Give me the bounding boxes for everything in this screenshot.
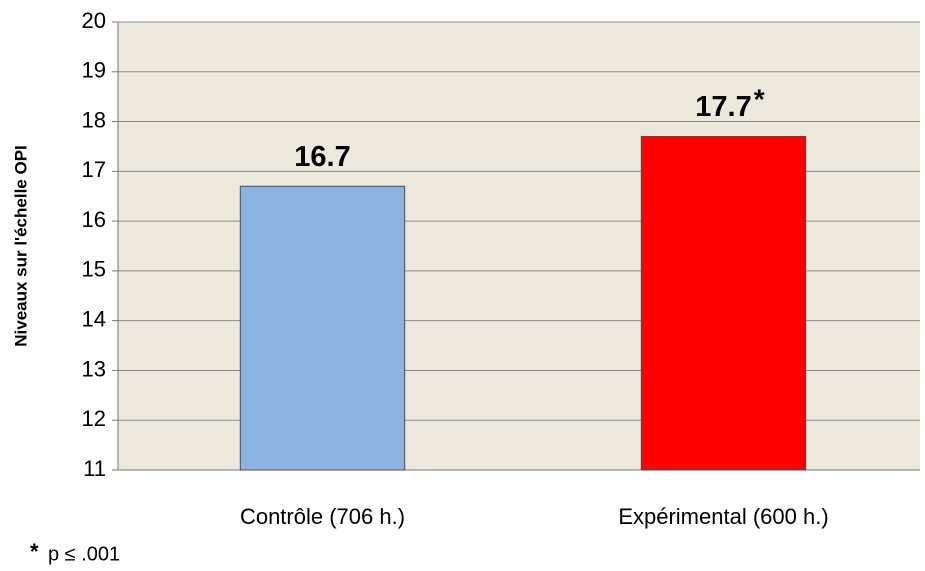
y-tick-label: 13: [82, 356, 106, 381]
x-tick-label: Expérimental (600 h.): [618, 504, 828, 529]
significance-marker: *: [754, 84, 765, 115]
value-label: 16.7: [294, 141, 350, 173]
bar: [640, 135, 807, 471]
value-label: 17.7: [695, 91, 751, 123]
y-tick-label: 19: [82, 58, 106, 83]
footnote: p ≤ .001: [48, 543, 120, 565]
y-tick-label: 16: [82, 207, 106, 232]
footnote-marker: *: [30, 539, 39, 564]
y-tick-label: 12: [82, 406, 106, 431]
y-tick-label: 18: [82, 107, 106, 132]
y-tick-label: 11: [83, 456, 106, 481]
y-tick-label: 20: [82, 8, 106, 33]
x-tick-label: Contrôle (706 h.): [240, 504, 405, 529]
y-tick-label: 14: [82, 306, 106, 331]
bar: [239, 185, 406, 471]
y-tick-label: 17: [82, 157, 106, 182]
y-tick-label: 15: [82, 257, 106, 282]
y-axis-label: Niveaux sur l'échelle OPI: [11, 145, 30, 347]
